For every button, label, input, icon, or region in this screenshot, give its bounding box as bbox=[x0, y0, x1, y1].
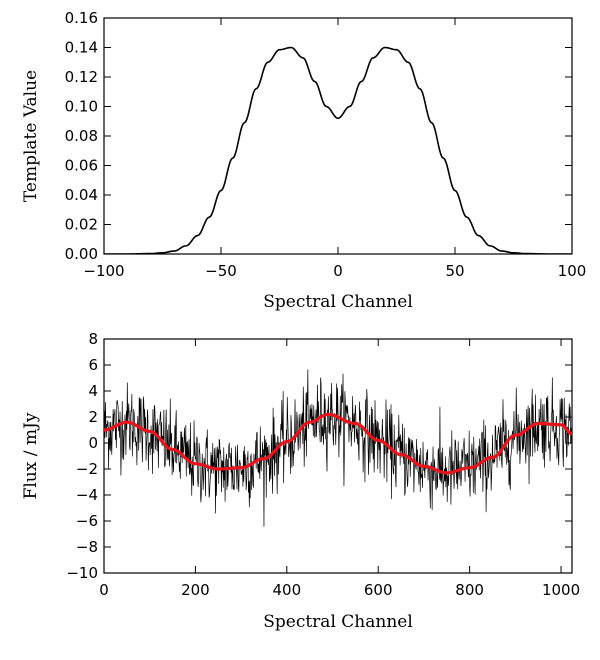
template-y-tick-label: 0.00 bbox=[65, 245, 98, 263]
template-y-tick-label: 0.04 bbox=[65, 186, 98, 204]
template-x-tick-label: 50 bbox=[445, 262, 464, 280]
template-y-tick-label: 0.12 bbox=[65, 68, 98, 86]
flux-x-tick-label: 800 bbox=[455, 581, 484, 599]
template-ticks: −100 −50 0 50 100 0.00 0.02 0.04 0.06 0.08 0.10 0.1… bbox=[65, 9, 587, 280]
flux-x-tick-label: 200 bbox=[181, 581, 210, 599]
flux-y-tick-label: −6 bbox=[76, 512, 98, 530]
template-x-tick-label: −100 bbox=[83, 262, 124, 280]
template-y-tick-label: 0.08 bbox=[65, 127, 98, 145]
flux-x-tick-label: 1000 bbox=[542, 581, 580, 599]
template-y-tick-label: 0.14 bbox=[65, 39, 98, 57]
template-x-tick-label: 100 bbox=[558, 262, 587, 280]
flux-y-tick-label: −2 bbox=[76, 460, 98, 478]
flux-y-tick-label: 6 bbox=[88, 356, 98, 374]
template-panel: −100 −50 0 50 100 0.00 0.02 0.04 0.06 0.08 0.10 0.1… bbox=[21, 9, 586, 312]
template-x-tick-label: −50 bbox=[205, 262, 237, 280]
flux-x-tick-label: 0 bbox=[99, 581, 109, 599]
flux-y-tick-label: −10 bbox=[66, 564, 98, 582]
flux-x-axis-label: Spectral Channel bbox=[263, 612, 413, 632]
flux-series bbox=[104, 369, 572, 527]
flux-y-tick-label: 2 bbox=[88, 408, 98, 426]
flux-y-tick-label: 4 bbox=[88, 382, 98, 400]
template-x-tick-label: 0 bbox=[333, 262, 343, 280]
flux-line-noisy-spectrum bbox=[104, 369, 572, 527]
flux-y-tick-label: −8 bbox=[76, 538, 98, 556]
flux-y-axis-label: Flux / mJy bbox=[21, 412, 41, 499]
template-y-tick-label: 0.02 bbox=[65, 216, 98, 234]
template-y-tick-label: 0.06 bbox=[65, 157, 98, 175]
template-series bbox=[104, 46, 572, 254]
flux-y-tick-label: −4 bbox=[76, 486, 98, 504]
flux-plot-frame bbox=[103, 338, 573, 574]
flux-x-tick-label: 600 bbox=[364, 581, 393, 599]
flux-y-tick-label: 8 bbox=[88, 330, 98, 348]
template-plot-frame bbox=[103, 17, 573, 255]
template-y-axis-label: Template Value bbox=[21, 70, 41, 202]
template-y-tick-label: 0.10 bbox=[65, 98, 98, 116]
template-x-axis-label: Spectral Channel bbox=[263, 292, 413, 312]
flux-line-smoothed-model bbox=[104, 412, 572, 475]
template-line-template bbox=[104, 46, 572, 254]
flux-x-tick-label: 400 bbox=[272, 581, 301, 599]
flux-ticks: 0 200 400 600 800 1000 −10 −8 −6 −4 −2 0 2 4 6 8 bbox=[66, 330, 580, 599]
flux-y-tick-label: 0 bbox=[88, 434, 98, 452]
template-y-tick-label: 0.16 bbox=[65, 9, 98, 27]
flux-panel: 0 200 400 600 800 1000 −10 −8 −6 −4 −2 0 2 4 6 8 Spectr… bbox=[21, 330, 580, 632]
